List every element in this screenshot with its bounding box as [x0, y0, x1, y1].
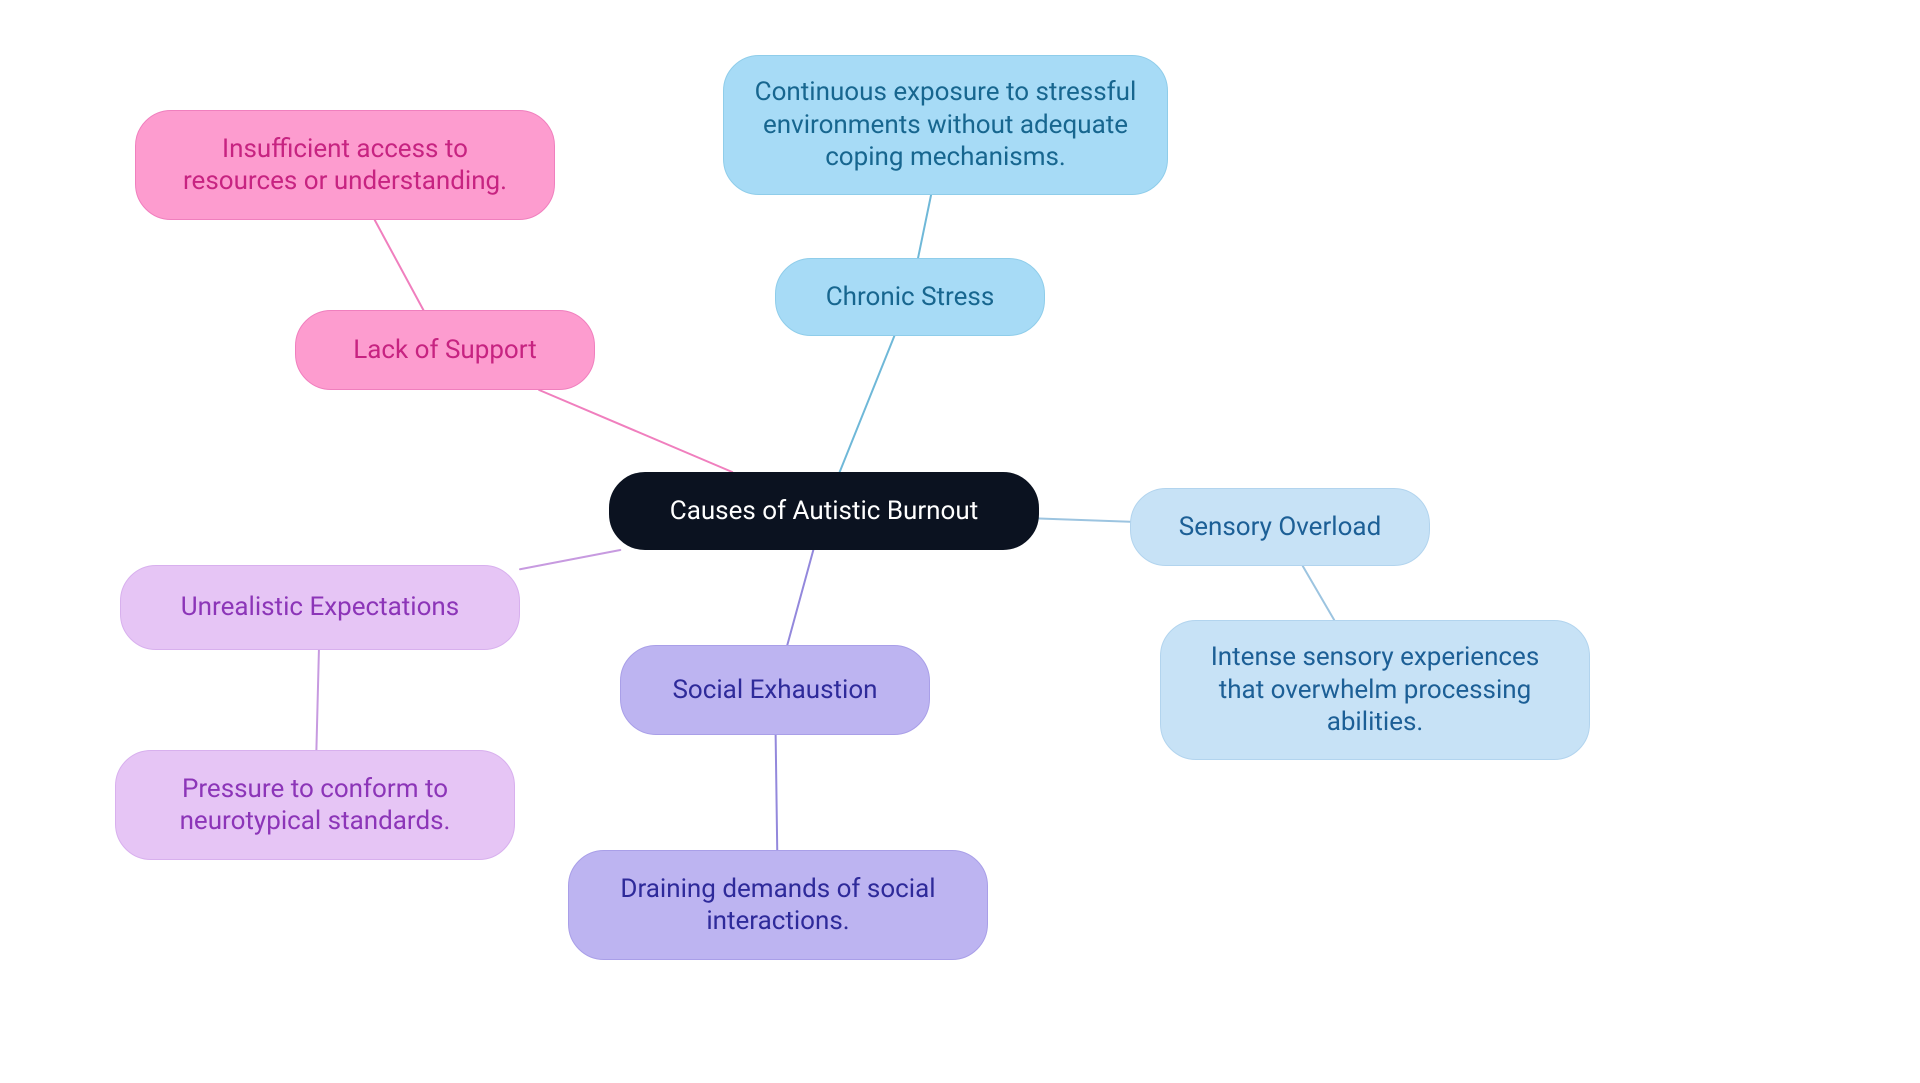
node-chronic_desc: Continuous exposure to stressful environ…: [723, 55, 1168, 195]
edge: [1303, 566, 1334, 620]
node-sensory: Sensory Overload: [1130, 488, 1430, 566]
edge: [375, 220, 424, 310]
edge: [1039, 519, 1130, 522]
edge: [787, 550, 813, 645]
node-root: Causes of Autistic Burnout: [609, 472, 1039, 550]
edge: [316, 650, 319, 750]
node-social: Social Exhaustion: [620, 645, 930, 735]
edge: [776, 735, 778, 850]
edge: [918, 195, 931, 258]
mindmap-canvas: Causes of Autistic Burnout Chronic Stress…: [0, 0, 1920, 1083]
edge: [539, 390, 732, 472]
node-sensory_desc: Intense sensory experiences that overwhe…: [1160, 620, 1590, 760]
edge: [840, 336, 895, 472]
node-unrealistic_desc: Pressure to conform to neurotypical stan…: [115, 750, 515, 860]
node-unrealistic: Unrealistic Expectations: [120, 565, 520, 650]
node-social_desc: Draining demands of social interactions.: [568, 850, 988, 960]
node-chronic: Chronic Stress: [775, 258, 1045, 336]
node-lack: Lack of Support: [295, 310, 595, 390]
edge: [520, 550, 620, 569]
node-lack_desc: Insufficient access to resources or unde…: [135, 110, 555, 220]
